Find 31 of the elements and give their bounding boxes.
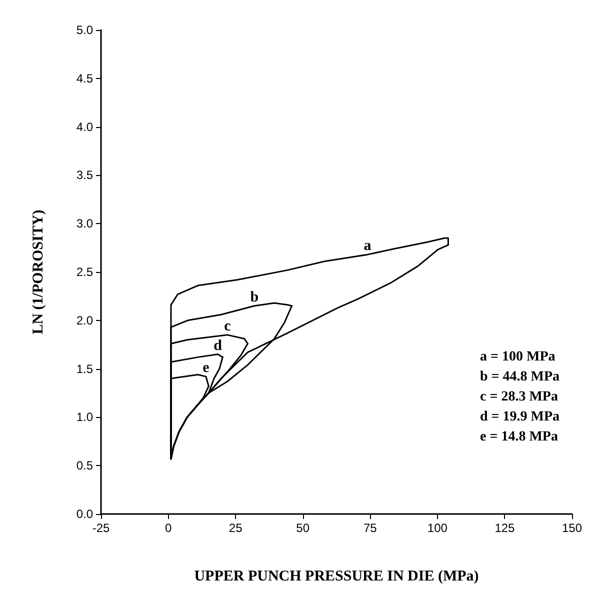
- y-tick-label: 1.5: [76, 362, 94, 376]
- annotation: d = 19.9 MPa: [480, 410, 560, 424]
- x-axis-title: UPPER PUNCH PRESSURE IN DIE (MPa): [194, 568, 479, 584]
- y-tick-label: 3.0: [76, 216, 94, 231]
- x-tick-label: -25: [92, 521, 110, 535]
- series-label: d: [214, 338, 223, 354]
- annotation: e = 14.8 MPa: [480, 430, 558, 444]
- y-axis-title: LN (1/POROSITY): [30, 210, 46, 334]
- y-tick-label: 2.0: [76, 313, 94, 328]
- y-tick-label: 1.0: [76, 410, 94, 424]
- y-tick-label: 0.5: [76, 458, 94, 473]
- y-tick-label: 2.5: [76, 265, 94, 279]
- annotation: b = 44.8 MPa: [480, 370, 560, 384]
- series-label: c: [224, 318, 232, 334]
- x-tick-label: 100: [427, 521, 448, 535]
- y-tick-label: 3.5: [76, 168, 94, 182]
- y-tick-label: 4.0: [76, 120, 94, 134]
- x-tick-label: 50: [296, 521, 310, 535]
- annotation: a = 100 MPa: [480, 350, 556, 364]
- x-tick-label: 0: [164, 521, 172, 535]
- series-label: a: [364, 238, 372, 254]
- y-tick-label: 4.5: [76, 71, 94, 86]
- x-tick-label: 75: [363, 521, 378, 535]
- series-label: e: [202, 360, 210, 376]
- x-tick-label: 125: [494, 521, 516, 535]
- y-tick-label: 0.0: [76, 507, 94, 521]
- y-tick-label: 5.0: [76, 23, 94, 37]
- x-tick-label: 150: [562, 521, 582, 535]
- series-label: b: [250, 289, 259, 306]
- annotation: c = 28.3 MPa: [480, 390, 558, 404]
- x-tick-label: 25: [228, 521, 243, 535]
